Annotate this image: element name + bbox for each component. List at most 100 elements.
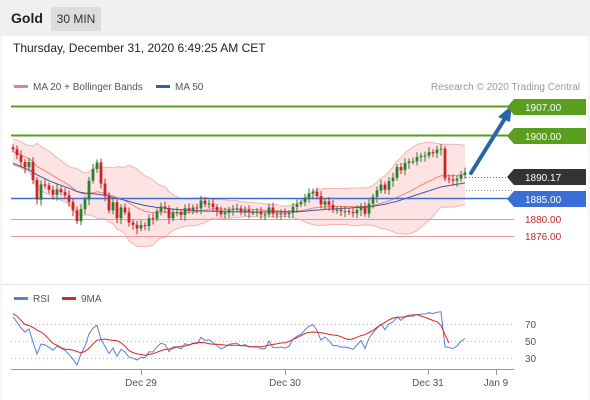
candle-body: [319, 196, 323, 205]
candle-body: [223, 212, 227, 215]
candle-body: [267, 207, 271, 215]
candle-body: [63, 192, 67, 196]
candle-body: [443, 148, 447, 179]
candle-body: [335, 209, 339, 211]
candle-body: [107, 195, 111, 211]
candle-body: [111, 202, 115, 211]
candle-body: [423, 155, 427, 157]
candle-body: [51, 189, 55, 195]
label-s2: 1876.00: [525, 232, 562, 243]
candle-body: [307, 193, 311, 198]
interval-button[interactable]: 30 MIN: [51, 7, 101, 31]
candle-body: [315, 191, 319, 197]
candle-body: [283, 213, 287, 215]
bollinger-layer: [12, 138, 466, 248]
candle-body: [123, 207, 127, 213]
bollinger-lower-line: [12, 164, 466, 248]
candle-body: [227, 209, 231, 213]
candle-body: [15, 149, 19, 156]
x-tick-label-jan9: Jan 9: [484, 378, 509, 389]
legend-label-rsi-ma: 9MA: [81, 294, 102, 305]
candle-body: [207, 203, 211, 205]
forecast-arrow-shaft: [469, 118, 506, 175]
candle-body: [271, 207, 275, 214]
candle-body: [43, 184, 47, 186]
candle-body: [463, 172, 467, 175]
candle-body: [363, 206, 367, 214]
label-box-r1: [514, 128, 586, 144]
candle-body: [79, 209, 83, 222]
candle-body: [367, 203, 371, 214]
candle-body: [439, 148, 443, 150]
candle-body: [171, 212, 175, 219]
candle-body: [211, 203, 215, 208]
label-s1: 1880.00: [525, 215, 562, 226]
candle-body: [391, 177, 395, 181]
legend-label-ma50: MA 50: [175, 82, 204, 93]
candle-body: [27, 162, 31, 168]
candle-body: [155, 211, 159, 219]
forecast-arrow-head: [498, 105, 512, 122]
legend-label-rsi: RSI: [33, 294, 50, 305]
label-tip-r2: [507, 99, 514, 115]
candle-body: [55, 189, 59, 195]
candle-body: [167, 208, 171, 219]
x-tick-label-dec29: Dec 29: [125, 378, 157, 389]
candle-body: [295, 204, 299, 207]
candle-body: [263, 214, 267, 216]
candle-body: [359, 206, 363, 211]
candle-body: [219, 210, 223, 215]
candle-body: [323, 201, 327, 205]
candle-body: [103, 183, 107, 196]
candle-body: [163, 206, 167, 209]
label-box-pivot: [514, 191, 586, 207]
candle-body: [39, 184, 43, 200]
rsi-tick-50: 50: [525, 337, 537, 348]
candle-body: [71, 201, 75, 211]
candle-body: [243, 210, 247, 212]
candle-body: [159, 206, 163, 212]
rsi-tick-30: 30: [525, 354, 537, 365]
rsi-tick-70: 70: [525, 320, 537, 331]
candle-body: [299, 202, 303, 205]
rsi-ma-line: [12, 313, 450, 356]
candles: [11, 143, 467, 235]
candle-body: [395, 167, 399, 178]
candle-body: [179, 212, 183, 215]
candle-body: [383, 184, 387, 190]
candle-body: [431, 152, 435, 154]
candle-body: [99, 162, 103, 184]
candle-body: [175, 212, 179, 213]
rsi-line: [12, 311, 466, 367]
label-current: 1890.17: [525, 173, 562, 184]
candle-body: [147, 218, 151, 227]
candle-body: [459, 174, 463, 179]
label-r2: 1907.00: [525, 103, 562, 114]
candle-body: [287, 213, 291, 215]
x-tick-label-dec31: Dec 31: [412, 378, 444, 389]
candle-body: [331, 204, 335, 210]
label-r1: 1900.00: [525, 132, 562, 143]
candle-body: [451, 179, 455, 181]
chart-datetime: Thursday, December 31, 2020 6:49:25 AM C…: [13, 41, 266, 55]
candle-body: [235, 208, 239, 210]
candle-body: [447, 178, 451, 180]
label-box-r2: [514, 99, 586, 115]
candle-body: [75, 210, 79, 222]
forecast-arrow: [469, 105, 512, 175]
candle-body: [95, 162, 99, 169]
label-pivot: 1885.00: [525, 195, 562, 206]
rsi-layer: [12, 311, 466, 367]
candle-body: [279, 213, 283, 215]
candle-body: [435, 149, 439, 154]
candle-body: [143, 225, 147, 227]
x-tick-label-dec30: Dec 30: [269, 378, 301, 389]
candle-body: [47, 185, 51, 190]
candle-body: [347, 211, 351, 213]
candle-body: [247, 210, 251, 213]
candle-body: [87, 180, 91, 200]
candle-body: [83, 199, 87, 210]
candle-body: [427, 152, 431, 156]
candle-body: [387, 181, 391, 190]
candle-body: [115, 202, 119, 219]
